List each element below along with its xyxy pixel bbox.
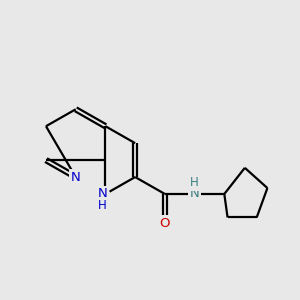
Text: N: N (190, 188, 200, 200)
Text: N: N (71, 170, 81, 184)
Text: O: O (160, 217, 170, 230)
Text: H: H (190, 176, 199, 189)
Text: N: N (98, 188, 107, 200)
Text: H: H (98, 199, 107, 212)
